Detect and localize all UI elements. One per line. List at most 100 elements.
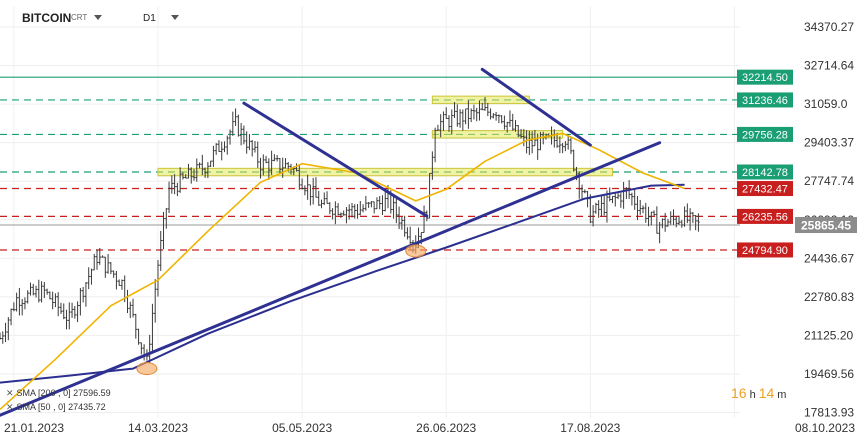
- candle[interactable]: [530, 131, 534, 154]
- candle[interactable]: [328, 202, 332, 215]
- candle[interactable]: [683, 206, 686, 227]
- candle[interactable]: [591, 205, 595, 227]
- candle[interactable]: [647, 206, 650, 227]
- candle[interactable]: [79, 287, 82, 316]
- candle[interactable]: [76, 301, 79, 323]
- level-price-tag[interactable]: 32214.50: [737, 69, 793, 85]
- candle[interactable]: [364, 195, 368, 211]
- candle[interactable]: [134, 313, 138, 339]
- candle[interactable]: [9, 308, 13, 326]
- candle[interactable]: [34, 285, 38, 298]
- candle[interactable]: [622, 181, 625, 209]
- candle[interactable]: [98, 247, 102, 265]
- candle[interactable]: [167, 181, 171, 214]
- candle[interactable]: [234, 108, 237, 126]
- candle[interactable]: [48, 291, 52, 300]
- candle[interactable]: [23, 297, 27, 310]
- candle[interactable]: [514, 120, 517, 132]
- level-price-tag[interactable]: 28142.78: [737, 164, 793, 180]
- candle[interactable]: [156, 259, 160, 297]
- candle[interactable]: [239, 123, 243, 146]
- candle[interactable]: [192, 169, 196, 181]
- candle[interactable]: [225, 135, 229, 155]
- candle[interactable]: [4, 322, 7, 343]
- support-zone[interactable]: [431, 95, 530, 105]
- level-price-tag[interactable]: 24794.90: [737, 242, 793, 258]
- candle[interactable]: [600, 195, 603, 217]
- candle[interactable]: [467, 100, 470, 129]
- candle[interactable]: [439, 114, 442, 138]
- candle[interactable]: [383, 190, 387, 212]
- candle[interactable]: [619, 192, 623, 208]
- trendline[interactable]: [0, 141, 662, 417]
- candle[interactable]: [433, 127, 437, 163]
- candle[interactable]: [422, 205, 426, 234]
- candle[interactable]: [56, 292, 60, 317]
- candle[interactable]: [602, 195, 606, 216]
- candle[interactable]: [267, 158, 271, 180]
- candle[interactable]: [516, 124, 520, 138]
- candle[interactable]: [73, 306, 77, 319]
- candle[interactable]: [655, 206, 659, 234]
- candle[interactable]: [29, 282, 32, 296]
- candle[interactable]: [206, 162, 210, 179]
- candle[interactable]: [325, 191, 329, 204]
- candle[interactable]: [173, 174, 176, 195]
- candle[interactable]: [162, 211, 165, 250]
- candle[interactable]: [220, 141, 224, 161]
- candle[interactable]: [117, 279, 121, 287]
- candle[interactable]: [594, 202, 598, 214]
- candle[interactable]: [397, 206, 401, 230]
- candle[interactable]: [475, 107, 479, 122]
- candle[interactable]: [284, 158, 287, 169]
- candle[interactable]: [303, 185, 307, 196]
- candle[interactable]: [522, 128, 526, 147]
- candle[interactable]: [403, 215, 406, 237]
- candle[interactable]: [248, 133, 251, 151]
- candle[interactable]: [300, 178, 304, 190]
- candle[interactable]: [497, 114, 501, 124]
- candle[interactable]: [569, 136, 573, 154]
- candle[interactable]: [70, 302, 74, 318]
- candle[interactable]: [661, 218, 664, 229]
- instrument-symbol[interactable]: BITCOIN: [22, 11, 72, 25]
- candle[interactable]: [644, 202, 648, 223]
- candle[interactable]: [212, 145, 215, 167]
- candle[interactable]: [264, 155, 268, 164]
- candle[interactable]: [381, 195, 384, 216]
- candle[interactable]: [92, 253, 96, 271]
- candle[interactable]: [137, 328, 140, 345]
- candle[interactable]: [15, 292, 18, 312]
- candle[interactable]: [67, 302, 71, 330]
- candle[interactable]: [370, 201, 373, 208]
- candle[interactable]: [347, 204, 351, 220]
- candle[interactable]: [31, 283, 35, 296]
- timeframe-selector[interactable]: D1: [143, 13, 156, 24]
- candle[interactable]: [54, 293, 57, 308]
- candle[interactable]: [189, 167, 193, 184]
- candle[interactable]: [641, 205, 645, 214]
- candle[interactable]: [261, 154, 265, 176]
- candle[interactable]: [256, 141, 260, 168]
- candle[interactable]: [209, 160, 212, 167]
- candle[interactable]: [611, 195, 614, 204]
- candle[interactable]: [95, 249, 99, 270]
- candle[interactable]: [580, 184, 584, 199]
- candle[interactable]: [450, 109, 454, 135]
- candle[interactable]: [187, 163, 190, 179]
- candle[interactable]: [436, 124, 440, 131]
- candle[interactable]: [128, 301, 132, 319]
- level-price-tag[interactable]: 29756.28: [737, 126, 793, 142]
- candle[interactable]: [431, 151, 434, 180]
- candle[interactable]: [669, 211, 673, 225]
- candle[interactable]: [81, 286, 85, 303]
- timeframe-dropdown-chevron-icon[interactable]: [171, 15, 179, 20]
- candle[interactable]: [331, 208, 334, 220]
- candle[interactable]: [456, 104, 459, 127]
- candle[interactable]: [336, 203, 340, 216]
- candle[interactable]: [458, 109, 462, 128]
- candle[interactable]: [486, 102, 490, 117]
- candle[interactable]: [356, 204, 359, 219]
- candle[interactable]: [278, 158, 282, 174]
